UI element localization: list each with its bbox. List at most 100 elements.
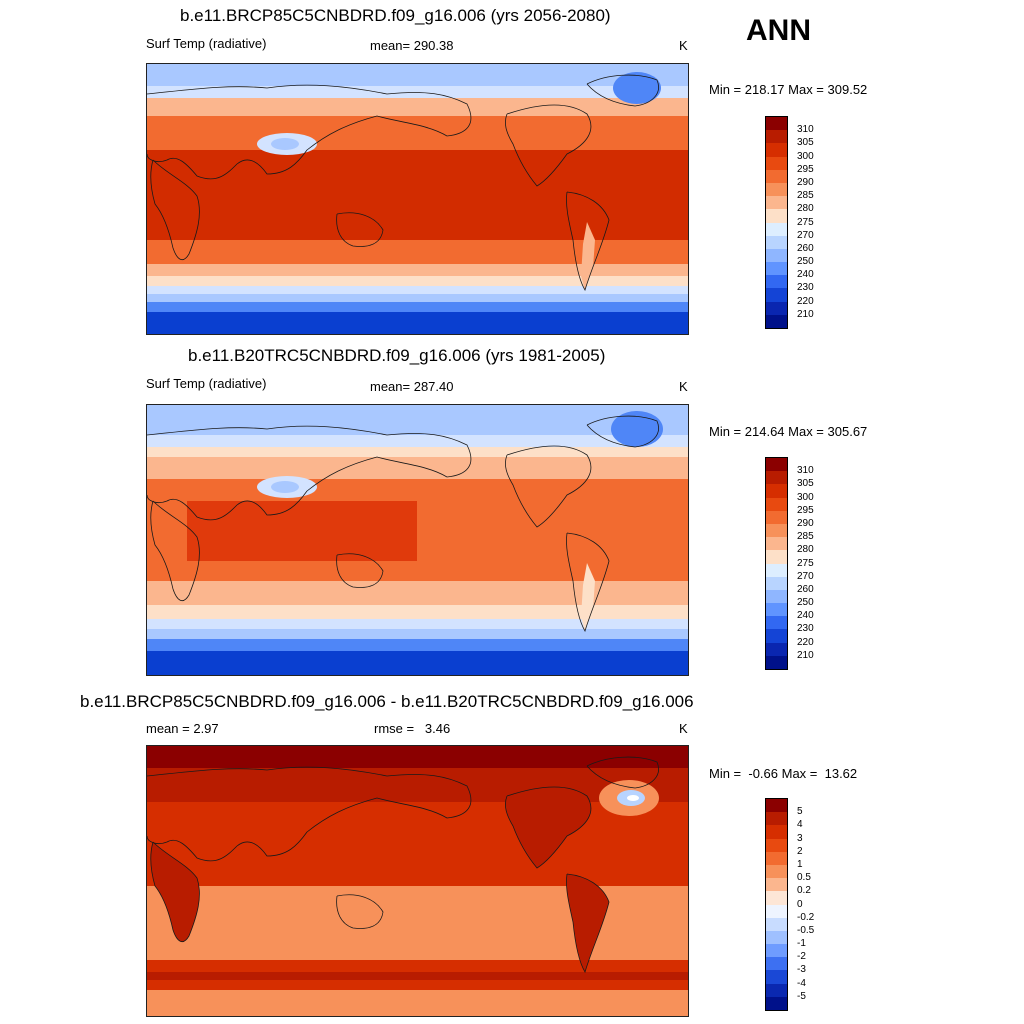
panel-1-title: b.e11.BRCP85C5CNBDRD.f09_g16.006 (yrs 20… bbox=[180, 6, 611, 25]
colorbar-tick-label: 290 bbox=[797, 176, 814, 188]
colorbar-swatch bbox=[766, 235, 787, 249]
colorbar-tick-label: 2 bbox=[797, 845, 803, 857]
colorbar-tick-label: 295 bbox=[797, 504, 814, 516]
colorbar-swatch bbox=[766, 996, 787, 1010]
colorbar-tick-label: -0.2 bbox=[797, 911, 815, 923]
colorbar-tick-label: 295 bbox=[797, 163, 814, 175]
colorbar-swatch bbox=[766, 864, 787, 879]
colorbar-swatch bbox=[766, 117, 787, 131]
colorbar-tick-label: 220 bbox=[797, 636, 814, 648]
colorbar-swatch bbox=[766, 904, 787, 918]
colorbar-swatch bbox=[766, 629, 787, 643]
colorbar-tick-label: 285 bbox=[797, 531, 814, 543]
colorbar-tick-label: 0.2 bbox=[797, 885, 811, 897]
panel-1-variable: Surf Temp (radiative) bbox=[146, 36, 267, 51]
colorbar-tick-label: 5 bbox=[797, 806, 803, 818]
colorbar-tick-label: 3 bbox=[797, 832, 803, 844]
colorbar-swatch bbox=[766, 275, 787, 289]
colorbar-swatch bbox=[766, 222, 787, 236]
colorbar-tick-label: -1 bbox=[797, 938, 806, 950]
colorbar-tick-label: 220 bbox=[797, 295, 814, 307]
panel-3-title: b.e11.BRCP85C5CNBDRD.f09_g16.006 - b.e11… bbox=[80, 692, 694, 711]
colorbar-tick-label: 275 bbox=[797, 216, 814, 228]
colorbar-swatch bbox=[766, 970, 787, 984]
colorbar-tick-label: 300 bbox=[797, 150, 814, 162]
panel-3-colorbar bbox=[765, 798, 788, 1011]
colorbar-tick-label: 275 bbox=[797, 557, 814, 569]
colorbar-swatch bbox=[766, 589, 787, 604]
colorbar-swatch bbox=[766, 301, 787, 315]
colorbar-tick-label: 240 bbox=[797, 269, 814, 281]
colorbar-swatch bbox=[766, 851, 787, 865]
colorbar-tick-label: 305 bbox=[797, 137, 814, 149]
colorbar-swatch bbox=[766, 944, 787, 958]
colorbar-tick-label: 0 bbox=[797, 898, 803, 910]
colorbar-tick-label: -2 bbox=[797, 951, 806, 963]
colorbar-swatch bbox=[766, 812, 787, 826]
panel-3-minmax: Min = -0.66 Max = 13.62 bbox=[709, 766, 858, 781]
colorbar-swatch bbox=[766, 799, 787, 813]
colorbar-swatch bbox=[766, 838, 787, 852]
panel-2-colorbar bbox=[765, 457, 788, 670]
colorbar-tick-label: 1 bbox=[797, 858, 803, 870]
colorbar-swatch bbox=[766, 484, 787, 498]
colorbar-swatch bbox=[766, 891, 787, 905]
colorbar-tick-label: 260 bbox=[797, 583, 814, 595]
panel-3-rmse: rmse = 3.46 bbox=[374, 721, 451, 736]
colorbar-swatch bbox=[766, 550, 787, 564]
colorbar-tick-label: 250 bbox=[797, 597, 814, 609]
panel-1-units: K bbox=[679, 38, 688, 53]
panel-1-colorbar bbox=[765, 116, 788, 329]
colorbar-tick-label: 260 bbox=[797, 242, 814, 254]
colorbar-tick-label: 270 bbox=[797, 570, 814, 582]
panel-2-minmax: Min = 214.64 Max = 305.67 bbox=[709, 424, 868, 439]
colorbar-swatch bbox=[766, 655, 787, 669]
colorbar-tick-label: 290 bbox=[797, 517, 814, 529]
colorbar-swatch bbox=[766, 130, 787, 144]
colorbar-tick-label: -5 bbox=[797, 990, 806, 1002]
colorbar-swatch bbox=[766, 209, 787, 223]
colorbar-tick-label: 4 bbox=[797, 819, 803, 831]
panel-3-units: K bbox=[679, 721, 688, 736]
colorbar-tick-label: -4 bbox=[797, 977, 806, 989]
colorbar-swatch bbox=[766, 878, 787, 892]
colorbar-tick-label: 230 bbox=[797, 623, 814, 635]
colorbar-tick-label: 300 bbox=[797, 491, 814, 503]
colorbar-tick-label: 210 bbox=[797, 308, 814, 320]
colorbar-tick-label: 270 bbox=[797, 229, 814, 241]
colorbar-swatch bbox=[766, 248, 787, 263]
colorbar-swatch bbox=[766, 288, 787, 302]
panel-2-mean: mean= 287.40 bbox=[370, 379, 454, 394]
colorbar-tick-label: 0.5 bbox=[797, 872, 811, 884]
colorbar-swatch bbox=[766, 537, 787, 551]
colorbar-swatch bbox=[766, 196, 787, 210]
season-label: ANN bbox=[746, 14, 811, 47]
colorbar-tick-label: 210 bbox=[797, 649, 814, 661]
colorbar-swatch bbox=[766, 523, 787, 538]
panel-2-title: b.e11.B20TRC5CNBDRD.f09_g16.006 (yrs 198… bbox=[188, 346, 606, 365]
colorbar-tick-label: 305 bbox=[797, 478, 814, 490]
colorbar-swatch bbox=[766, 262, 787, 276]
panel-2-units: K bbox=[679, 379, 688, 394]
colorbar-tick-label: 285 bbox=[797, 190, 814, 202]
colorbar-swatch bbox=[766, 471, 787, 485]
colorbar-swatch bbox=[766, 642, 787, 656]
colorbar-tick-label: 310 bbox=[797, 124, 814, 136]
colorbar-swatch bbox=[766, 603, 787, 617]
colorbar-tick-label: 280 bbox=[797, 203, 814, 215]
colorbar-swatch bbox=[766, 616, 787, 630]
panel-3-map bbox=[146, 745, 689, 1017]
colorbar-swatch bbox=[766, 143, 787, 157]
colorbar-swatch bbox=[766, 957, 787, 971]
panel-2-variable: Surf Temp (radiative) bbox=[146, 376, 267, 391]
colorbar-tick-label: 230 bbox=[797, 282, 814, 294]
colorbar-swatch bbox=[766, 930, 787, 945]
colorbar-tick-label: 310 bbox=[797, 465, 814, 477]
colorbar-swatch bbox=[766, 497, 787, 511]
colorbar-tick-label: 240 bbox=[797, 610, 814, 622]
colorbar-swatch bbox=[766, 156, 787, 170]
colorbar-swatch bbox=[766, 825, 787, 839]
colorbar-swatch bbox=[766, 563, 787, 577]
colorbar-tick-label: 250 bbox=[797, 256, 814, 268]
colorbar-tick-label: -0.5 bbox=[797, 924, 815, 936]
